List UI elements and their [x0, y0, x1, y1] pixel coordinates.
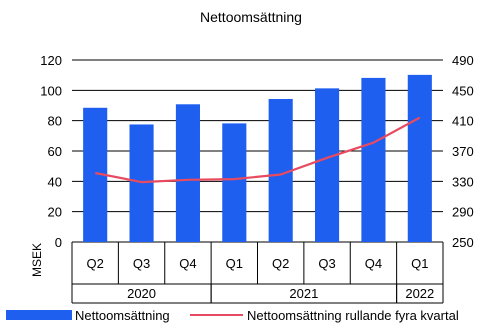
bar — [361, 77, 386, 242]
y-tick-label-left: 40 — [48, 174, 62, 189]
x-group-label: 2021 — [289, 286, 318, 301]
x-axis: Q2 Q3 Q4 Q1 Q2 Q3 Q4 Q1 2020 2021 2022 — [71, 242, 444, 304]
y-tick-label-left: 120 — [40, 53, 62, 68]
x-tick-label: Q3 — [318, 256, 335, 271]
y-axis-right: 250 290 330 370 410 450 490 — [452, 53, 474, 250]
legend: Nettoomsättning Nettoomsättning rullande … — [6, 308, 459, 323]
gridlines — [72, 59, 443, 243]
x-tick-label: Q3 — [133, 256, 150, 271]
y-tick-label-left: 80 — [48, 114, 62, 129]
x-group-label: 2022 — [405, 286, 434, 301]
series-line — [94, 116, 421, 184]
bar — [222, 123, 247, 242]
y-tick-label-right: 290 — [452, 205, 474, 220]
legend-label-line: Nettoomsättning rullande fyra kvartal — [247, 308, 459, 323]
x-tick-label: Q4 — [179, 256, 196, 271]
legend-label-bar: Nettoomsättning — [75, 308, 170, 323]
y-tick-label-right: 490 — [452, 53, 474, 68]
x-tick-label: Q2 — [87, 256, 104, 271]
y-tick-label-right: 410 — [452, 114, 474, 129]
x-tick-label: Q4 — [365, 256, 382, 271]
x-group-label: 2020 — [127, 286, 156, 301]
y-tick-label-right: 330 — [452, 174, 474, 189]
chart-title: Nettoomsättning — [200, 9, 302, 25]
y-tick-label-left: 0 — [55, 235, 62, 250]
y-tick-label-right: 450 — [452, 83, 474, 98]
x-tick-label: Q1 — [226, 256, 243, 271]
bar — [175, 104, 200, 242]
x-tick-label: Q1 — [411, 256, 428, 271]
bar — [129, 124, 154, 242]
y-axis-label: MSEK — [30, 243, 44, 277]
bar — [407, 74, 432, 242]
line-series — [94, 116, 421, 184]
y-axis-left: 0 20 40 60 80 100 120 — [40, 53, 62, 250]
bar — [315, 88, 340, 242]
y-tick-label-right: 250 — [452, 235, 474, 250]
legend-swatch-bar — [6, 310, 72, 320]
y-tick-label-left: 60 — [48, 144, 62, 159]
x-tick-label: Q2 — [272, 256, 289, 271]
y-tick-label-left: 100 — [40, 83, 62, 98]
y-tick-label-left: 20 — [48, 205, 62, 220]
y-tick-label-right: 370 — [452, 144, 474, 159]
bar-series — [83, 74, 432, 243]
